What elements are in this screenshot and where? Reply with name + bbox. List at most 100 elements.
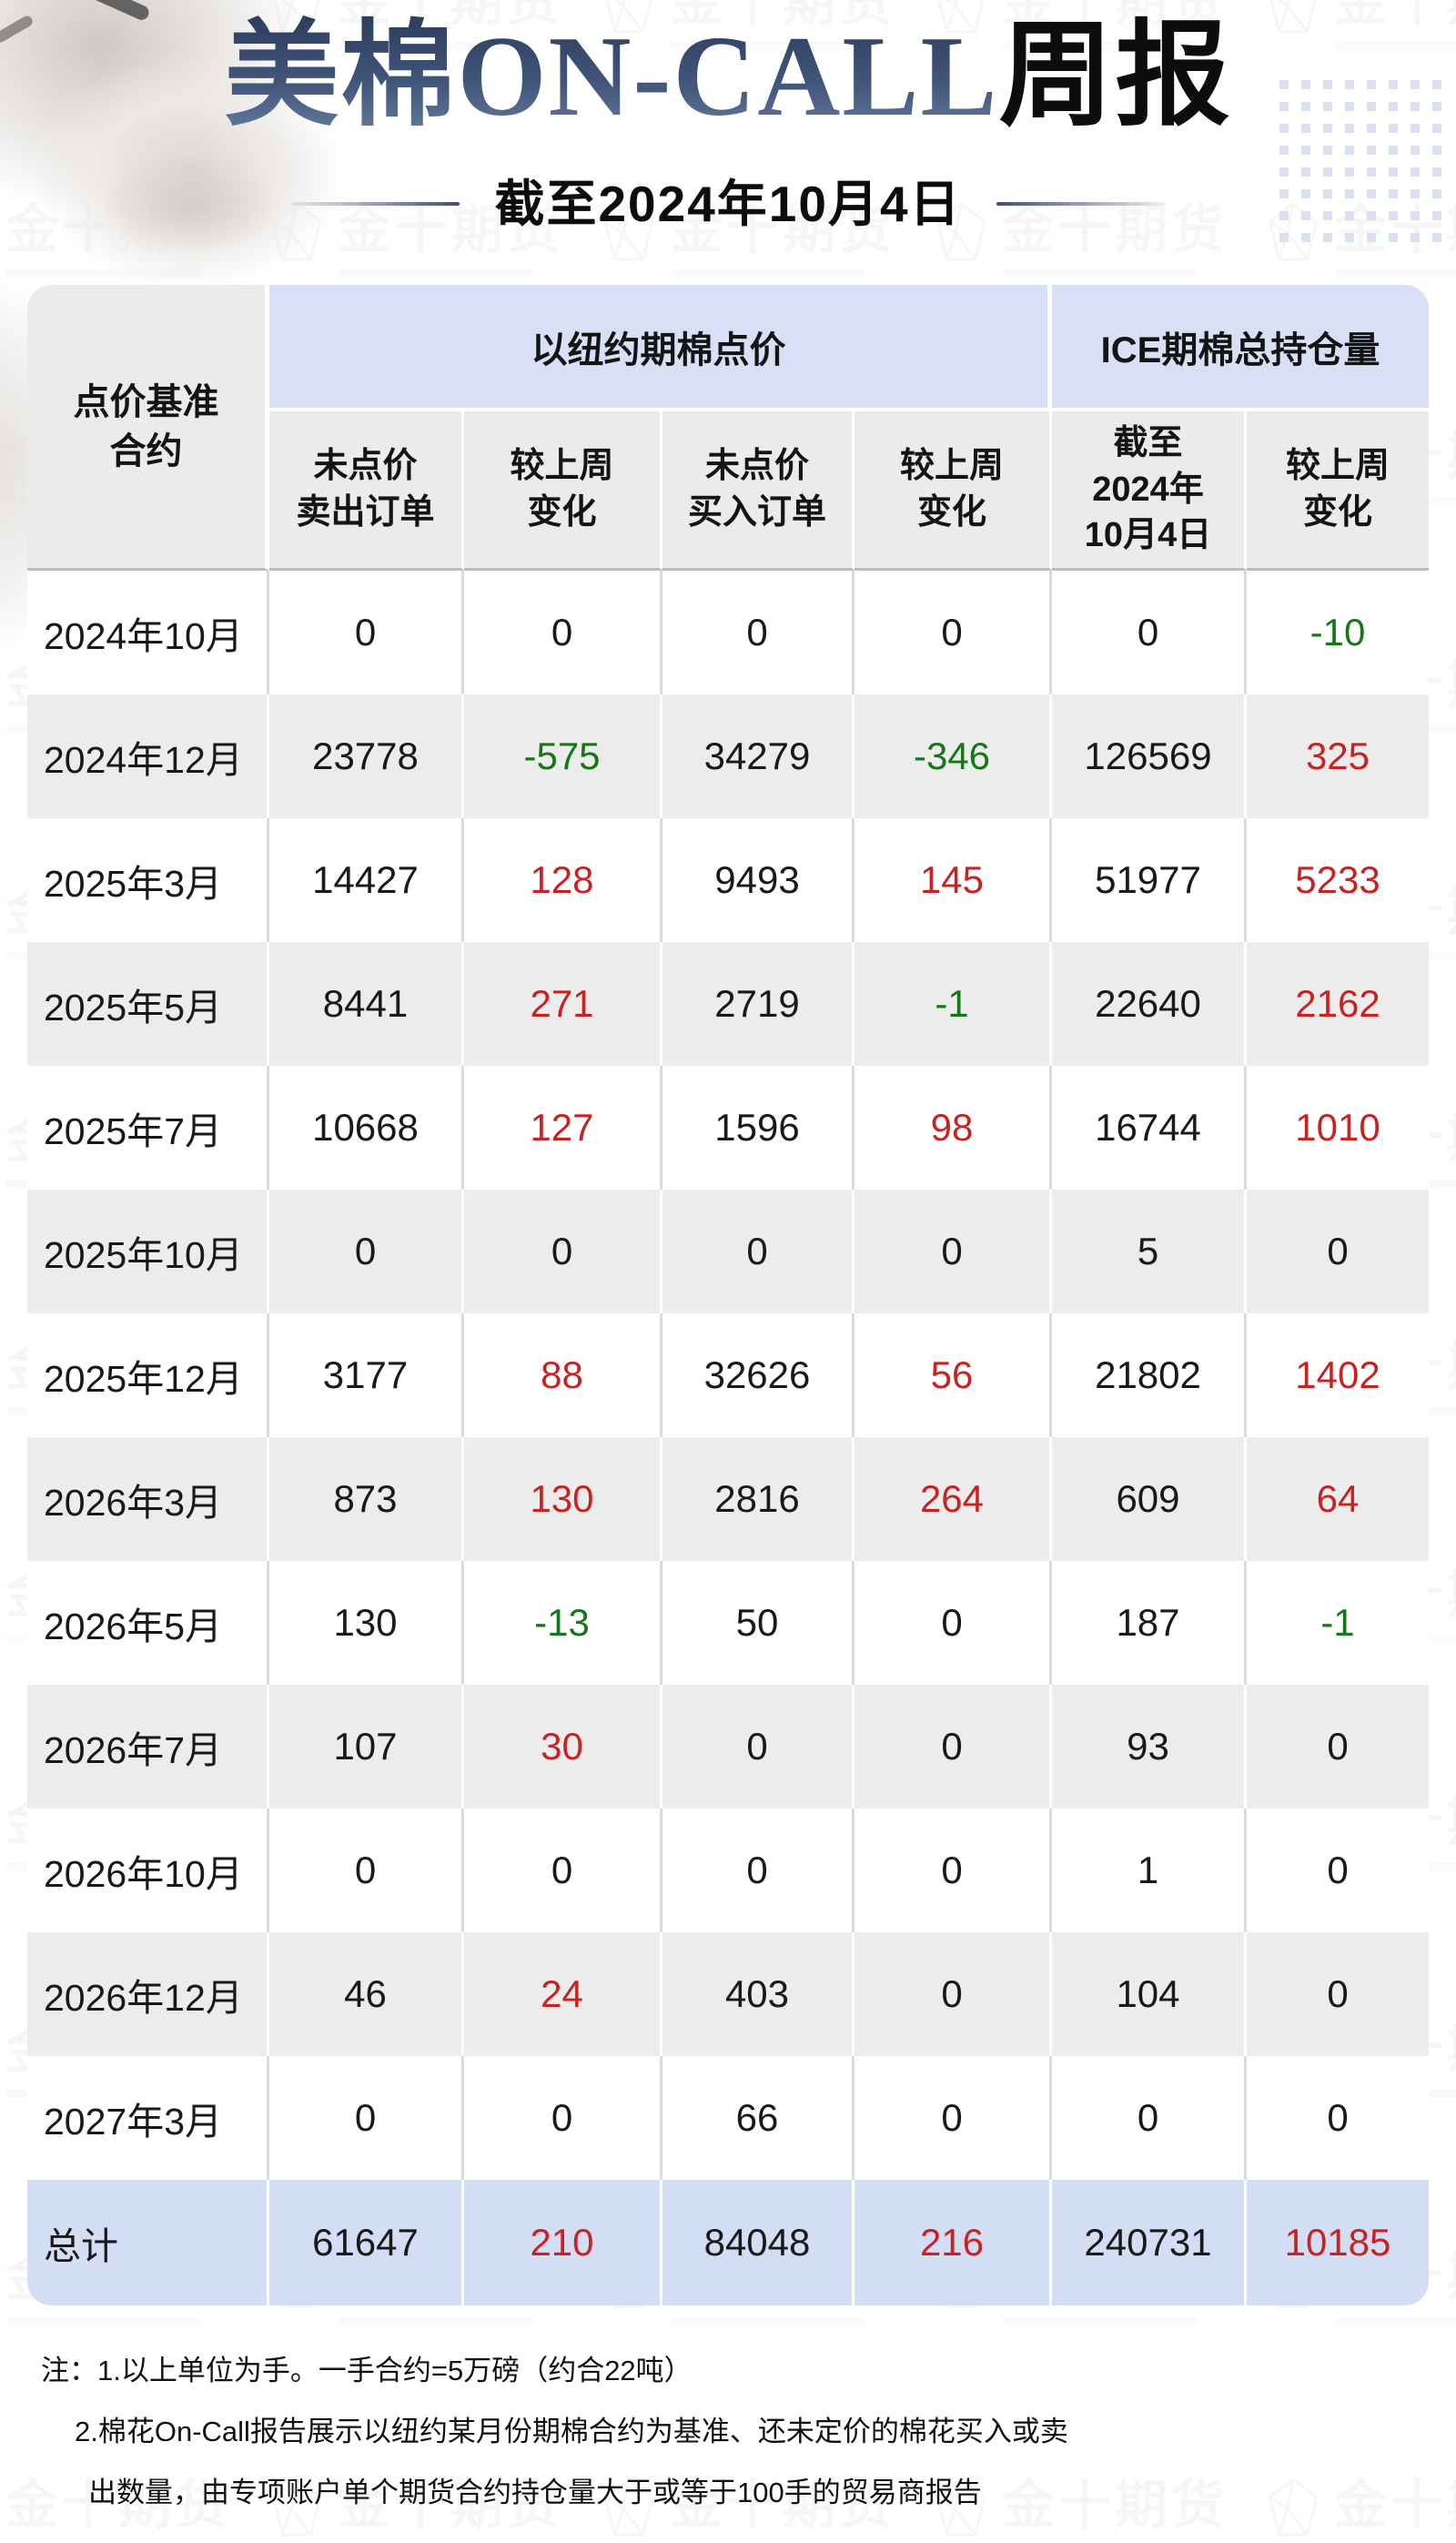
value-cell: 403 (662, 1932, 854, 2056)
value-cell: 22640 (1052, 942, 1247, 1066)
value-cell: 104 (1052, 1932, 1247, 2056)
value-cell: 5 (1052, 1190, 1247, 1313)
watermark-item: 金十期货 (1265, 2462, 1456, 2543)
value-cell: 130 (269, 1561, 464, 1685)
value-cell: 128 (464, 818, 662, 942)
value-cell: 10668 (269, 1066, 464, 1190)
table-row: 2026年7月 107 30 0 0 93 0 (27, 1685, 1429, 1808)
value-cell: 0 (464, 571, 662, 694)
value-cell: 126569 (1052, 694, 1247, 818)
table-row: 2025年7月 10668 127 1596 98 16744 1010 (27, 1066, 1429, 1190)
value-cell: 2162 (1247, 942, 1429, 1066)
value-cell: 30 (464, 1685, 662, 1808)
value-cell: 21802 (1052, 1313, 1247, 1437)
value-cell: 23778 (269, 694, 464, 818)
table-row: 2025年12月 3177 88 32626 56 21802 1402 (27, 1313, 1429, 1437)
value-cell: 51977 (1052, 818, 1247, 942)
col-header-unfixed-buy: 未点价 买入订单 (662, 411, 854, 571)
watermark-tagline (338, 2317, 533, 2325)
col-header-wow-change-sell: 较上周 变化 (464, 411, 662, 571)
value-cell: 56 (854, 1313, 1052, 1437)
col-header-unfixed-sell: 未点价 卖出订单 (269, 411, 464, 571)
col-header-wow-change-buy: 较上周 变化 (854, 411, 1052, 571)
page-title: 美棉ON-CALL周报 (0, 5, 1456, 149)
footnote-line: 2.棉花On-Call报告展示以纽约某月份期棉合约为基准、还未定价的棉花买入或卖 (75, 2416, 1068, 2447)
value-cell: 1402 (1247, 1313, 1429, 1437)
value-cell: 2816 (662, 1437, 854, 1561)
contract-month-cell: 2025年3月 (27, 818, 269, 942)
report-date-subtitle: 截至2024年10月4日 (494, 176, 962, 232)
value-cell: 0 (464, 1808, 662, 1932)
total-value-cell: 10185 (1247, 2180, 1429, 2305)
value-cell: -1 (854, 942, 1052, 1066)
value-cell: 0 (1247, 1808, 1429, 1932)
value-cell: 2719 (662, 942, 854, 1066)
total-label-cell: 总计 (27, 2180, 269, 2305)
table-row: 2025年3月 14427 128 9493 145 51977 5233 (27, 818, 1429, 942)
total-value-cell: 84048 (662, 2180, 854, 2305)
col-header-asof-date: 截至 2024年 10月4日 (1052, 411, 1247, 571)
value-cell: 0 (1247, 1190, 1429, 1313)
value-cell: 64 (1247, 1437, 1429, 1561)
value-cell: -1 (1247, 1561, 1429, 1685)
value-cell: -13 (464, 1561, 662, 1685)
value-cell: 0 (464, 2056, 662, 2180)
group-header-ice-open-interest: ICE期棉总持仓量 (1052, 285, 1429, 411)
footnote-line: 注：1.以上单位为手。一手合约=5万磅（约合22吨） (41, 2355, 693, 2386)
table-row: 2026年5月 130 -13 50 0 187 -1 (27, 1561, 1429, 1685)
watermark-tagline (5, 269, 201, 278)
watermark-tagline (1002, 269, 1198, 278)
value-cell: 0 (854, 1190, 1052, 1313)
value-cell: 34279 (662, 694, 854, 818)
value-cell: 8441 (269, 942, 464, 1066)
value-cell: 271 (464, 942, 662, 1066)
value-cell: 24 (464, 1932, 662, 2056)
value-cell: 0 (269, 571, 464, 694)
contract-month-cell: 2027年3月 (27, 2056, 269, 2180)
group-header-row: 点价基准 合约 以纽约期棉点价 ICE期棉总持仓量 (27, 285, 1429, 571)
value-cell: 0 (854, 2056, 1052, 2180)
value-cell: 873 (269, 1437, 464, 1561)
subtitle-left-rule (291, 202, 460, 206)
contract-month-cell: 2025年12月 (27, 1313, 269, 1437)
table-row: 2025年5月 8441 271 2719 -1 22640 2162 (27, 942, 1429, 1066)
value-cell: -346 (854, 694, 1052, 818)
value-cell: 14427 (269, 818, 464, 942)
value-cell: 130 (464, 1437, 662, 1561)
value-cell: 9493 (662, 818, 854, 942)
value-cell: -575 (464, 694, 662, 818)
value-cell: 127 (464, 1066, 662, 1190)
value-cell: 66 (662, 2056, 854, 2180)
value-cell: 3177 (269, 1313, 464, 1437)
value-cell: 0 (269, 1808, 464, 1932)
table-row: 2026年3月 873 130 2816 264 609 64 (27, 1437, 1429, 1561)
value-cell: 0 (662, 1685, 854, 1808)
value-cell: 5233 (1247, 818, 1429, 942)
contract-month-cell: 2024年10月 (27, 571, 269, 694)
contract-month-cell: 2025年5月 (27, 942, 269, 1066)
value-cell: 0 (1247, 1932, 1429, 2056)
value-cell: 98 (854, 1066, 1052, 1190)
value-cell: 16744 (1052, 1066, 1247, 1190)
value-cell: 0 (662, 1190, 854, 1313)
footnotes: 注：1.以上单位为手。一手合约=5万磅（约合22吨） 2.棉花On-Call报告… (41, 2350, 1068, 2533)
value-cell: -10 (1247, 571, 1429, 694)
total-value-cell: 61647 (269, 2180, 464, 2305)
watermark-tagline (670, 269, 865, 278)
value-cell: 1010 (1247, 1066, 1429, 1190)
value-cell: 187 (1052, 1561, 1247, 1685)
value-cell: 0 (662, 571, 854, 694)
watermark-tagline (1334, 2317, 1456, 2325)
value-cell: 0 (1052, 2056, 1247, 2180)
value-cell: 88 (464, 1313, 662, 1437)
value-cell: 0 (1052, 571, 1247, 694)
sub-header-row: 未点价 卖出订单 较上周 变化 未点价 买入订单 较上周 变化 截至 2024年… (27, 411, 1429, 571)
gem-icon (1268, 2477, 1319, 2537)
table-row: 2026年10月 0 0 0 0 1 0 (27, 1808, 1429, 1932)
subtitle-row: 截至2024年10月4日 (0, 171, 1456, 237)
contract-month-cell: 2024年12月 (27, 694, 269, 818)
page-title-accent: 美棉ON-CALL (224, 14, 999, 140)
contract-month-cell: 2025年7月 (27, 1066, 269, 1190)
watermark-tagline (1002, 2317, 1198, 2325)
